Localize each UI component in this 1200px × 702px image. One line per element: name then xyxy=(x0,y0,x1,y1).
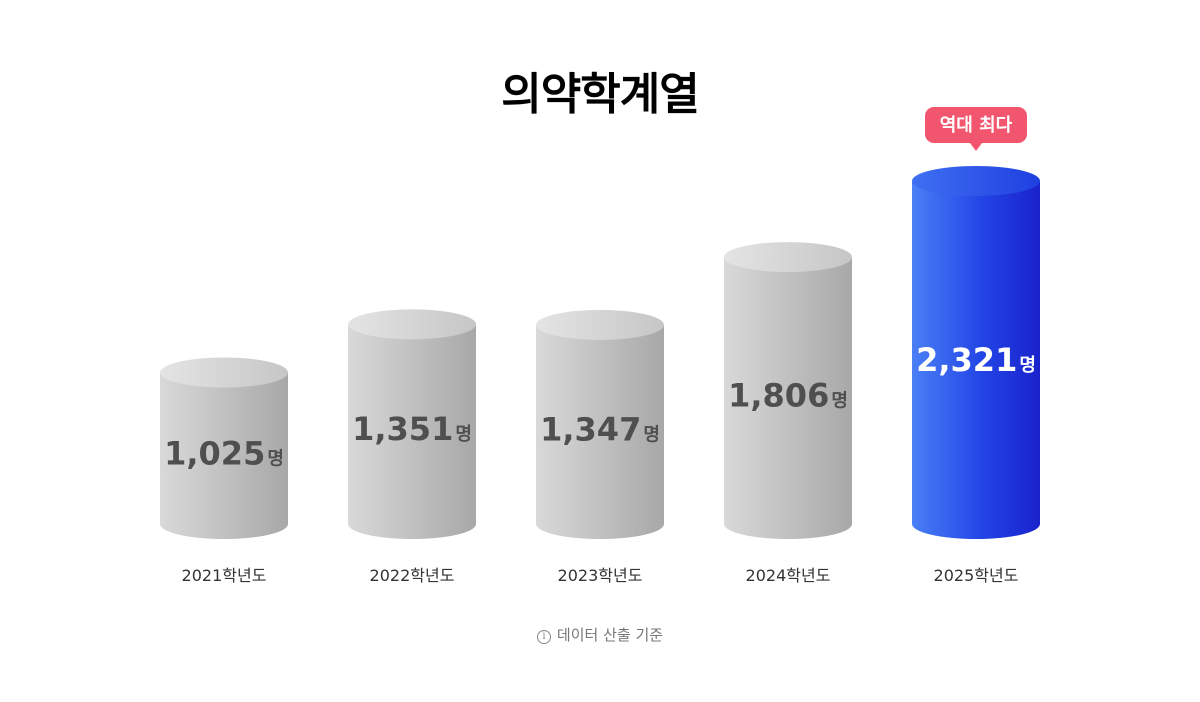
footnote: i 데이터 산출 기준 xyxy=(0,624,1200,645)
bar: 1,025 명 2021학년도 xyxy=(160,357,288,585)
record-badge: 역대 최다 xyxy=(925,107,1027,151)
bar: 1,351 명 2022학년도 xyxy=(348,309,476,585)
bar-top xyxy=(160,357,288,388)
bar-body xyxy=(724,257,852,539)
info-icon: i xyxy=(536,630,551,644)
bar-top xyxy=(724,242,852,273)
bar: 1,806 명 2024학년도 xyxy=(724,242,852,585)
bar-body xyxy=(348,324,476,539)
value-label: 1,025 명 xyxy=(164,434,284,472)
value-label: 2,321 명 xyxy=(916,341,1036,379)
category-label: 2023학년도 xyxy=(558,566,643,585)
value-label: 1,806 명 xyxy=(728,377,848,415)
category-label: 2024학년도 xyxy=(746,566,831,585)
value-label: 1,347 명 xyxy=(540,410,660,448)
bar-body xyxy=(912,180,1040,539)
bar-body xyxy=(536,324,664,539)
bar-body xyxy=(160,372,288,539)
category-label: 2022학년도 xyxy=(370,566,455,585)
bar: 2,321 명 2025학년도 역대 최다 xyxy=(912,107,1040,585)
value-label: 1,351 명 xyxy=(352,410,472,448)
category-label: 2021학년도 xyxy=(182,566,267,585)
footnote-text: 데이터 산출 기준 xyxy=(556,626,664,644)
bar: 1,347 명 2023학년도 xyxy=(536,309,664,585)
chart-title: 의약학계열 xyxy=(501,69,699,120)
bar-top xyxy=(536,309,664,340)
category-label: 2025학년도 xyxy=(934,566,1019,585)
record-badge-label: 역대 최다 xyxy=(940,115,1013,136)
bar-top xyxy=(912,165,1040,196)
bar-top xyxy=(348,309,476,340)
